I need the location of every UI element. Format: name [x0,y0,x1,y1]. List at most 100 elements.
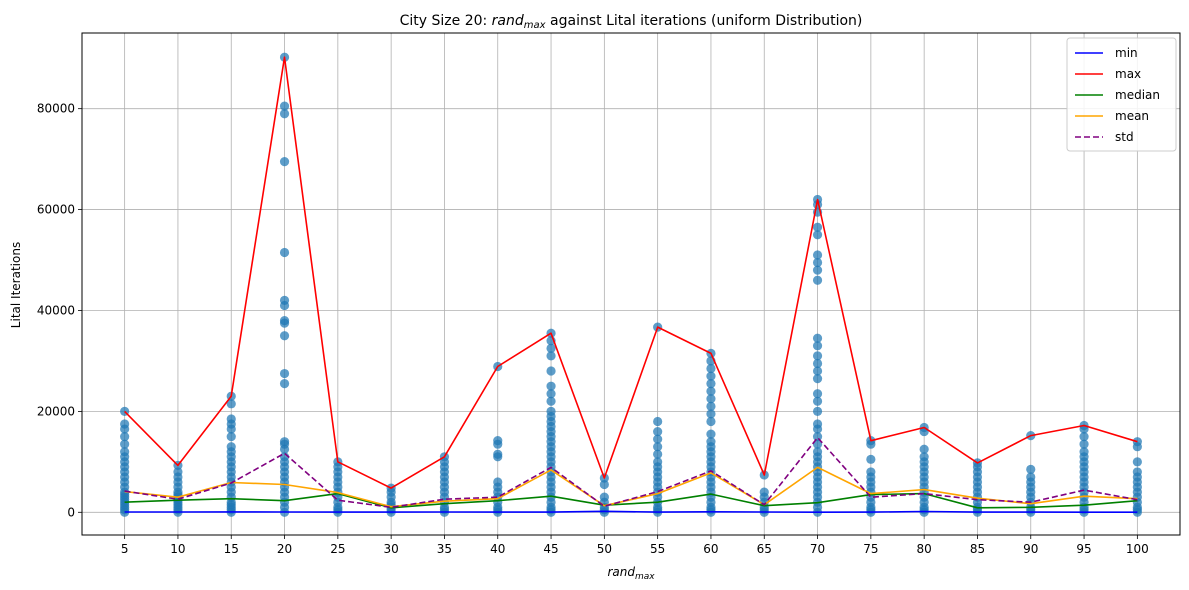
scatter-point [653,449,663,459]
scatter-point [120,432,130,442]
scatter-point [653,442,663,452]
x-tick-label: 95 [1076,542,1091,556]
scatter-point [759,487,769,497]
title-suffix: against Lital iterations (uniform Distri… [546,13,863,29]
x-axis-label-var: rand [607,565,635,579]
scatter-point [279,315,290,326]
y-tick-label: 0 [67,505,75,519]
scatter-point [279,101,290,111]
scatter-point [279,331,290,341]
scatter-point [279,379,290,389]
scatter-point [653,416,663,427]
scatter-point [706,386,716,396]
scatter-point [812,373,823,384]
scatter-point [653,434,663,444]
legend-label-median: median [1115,88,1160,102]
scatter-point [812,396,823,406]
series-line-std [124,436,1138,509]
scatter-point [812,447,823,457]
series-layer [124,56,1138,514]
scatter-point [226,432,236,442]
scatter-point [1026,472,1036,482]
series-line-max [124,56,1138,489]
scatter-point [866,454,876,464]
x-tick-label: 55 [650,542,665,556]
x-tick-label: 10 [170,542,185,556]
scatter-point [812,265,823,275]
scatter-point [812,341,823,351]
scatter-point [812,257,823,268]
scatter-point [599,492,609,502]
scatter-point [120,447,130,457]
x-tick-label: 60 [703,542,718,556]
scatter-point [493,449,503,459]
scatter-point [599,479,609,490]
scatter-point [546,351,556,361]
scatter-point [1132,457,1142,467]
scatter-point [546,343,556,353]
plot-frame [81,32,1181,536]
scatter-point [546,406,556,416]
chart-title: City Size 20: randmax against Lital iter… [400,13,863,31]
scatter-point [279,109,290,119]
scatter-point [812,250,823,260]
scatter-point [812,389,823,399]
scatter-point [226,414,236,424]
scatter-point [279,247,290,258]
scatter-point [120,419,130,429]
scatter-point [866,467,876,477]
x-tick-label: 80 [917,542,932,556]
scatter-point [493,477,503,487]
x-tick-label: 50 [597,542,612,556]
scatter-point [120,439,130,449]
x-tick-label: 25 [330,542,345,556]
scatter-point [173,467,183,477]
x-axis-label: randmax [607,565,655,582]
scatter-point [653,426,663,437]
title-var: rand [492,13,524,29]
legend-label-min: min [1115,46,1138,60]
scatter-point [706,409,716,419]
y-axis-label: Lital Iterations [9,242,23,328]
x-tick-label: 65 [757,542,772,556]
x-tick-label: 90 [1023,542,1038,556]
x-tick-label: 20 [277,542,292,556]
x-tick-layer: 5 10 15 20 25 30 35 40 45 50 55 60 65 70 75 80 85 90 95 100 [121,535,1149,556]
scatter-point [812,358,823,369]
x-tick-label: 40 [490,542,505,556]
x-tick-label: 85 [970,542,985,556]
scatter-point [812,333,823,343]
x-axis-label-sub: max [635,572,655,582]
y-tick-label: 80000 [37,102,75,116]
legend-box [1066,37,1177,152]
scatter-point [546,396,556,406]
x-tick-label: 100 [1126,542,1149,556]
scatter-point [812,406,823,416]
x-tick-label: 15 [224,542,239,556]
legend-label-std: std [1115,130,1134,144]
scatter-point [226,442,236,452]
scatter-point [706,429,716,439]
scatter-point [279,368,290,379]
scatter-point [812,230,823,240]
scatter-point [812,222,823,232]
scatter-point [706,379,716,389]
plot-area: 5 10 15 20 25 30 35 40 45 50 55 60 65 70 75 80 85 90 95 100… [37,32,1181,556]
scatter-point [546,366,556,376]
x-tick-label: 45 [543,542,558,556]
x-tick-label: 30 [384,542,399,556]
scatter-point [706,401,716,411]
y-tick-label: 40000 [37,303,75,317]
scatter-point [279,295,290,305]
x-tick-label: 75 [863,542,878,556]
scatter-point [1026,464,1036,475]
y-tick-layer: 0 20000 40000 60000 80000 [37,102,82,519]
legend-label-max: max [1115,67,1141,81]
x-tick-label: 35 [437,542,452,556]
scatter-point [706,437,716,447]
scatter-point [706,363,716,374]
scatter-point [1079,447,1089,457]
scatter-point [812,351,823,361]
series-line-median [124,492,1138,509]
